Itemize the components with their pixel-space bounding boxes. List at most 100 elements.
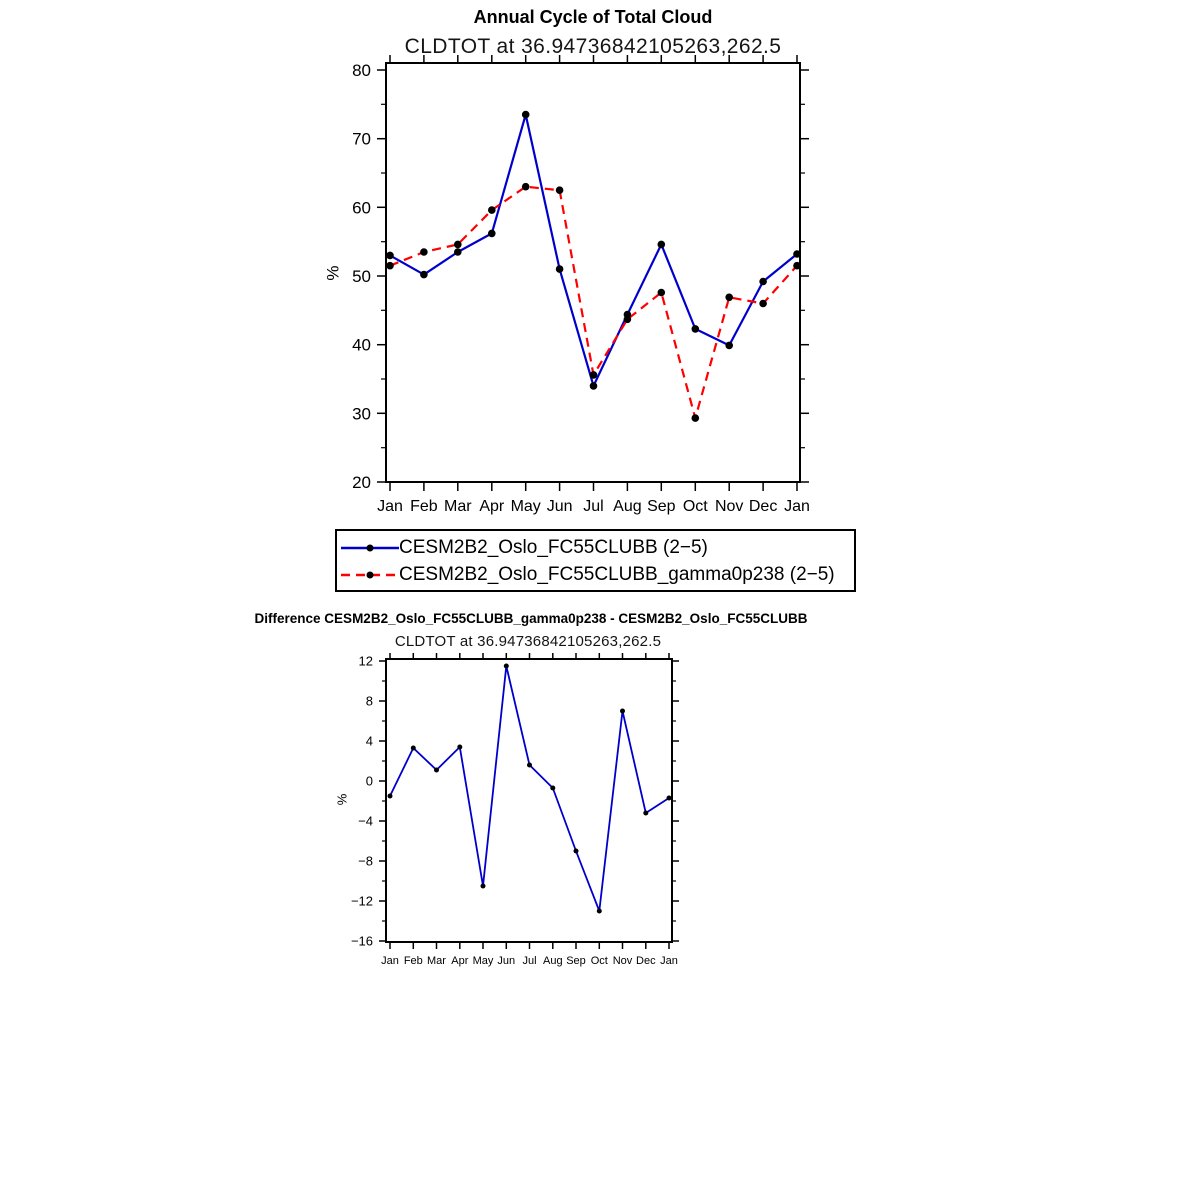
- data-point-marker: [521, 110, 530, 119]
- x-tick-label: Mar: [444, 498, 472, 515]
- data-point-marker: [573, 848, 579, 854]
- x-tick-label: Nov: [613, 955, 633, 967]
- x-tick-label: Sep: [647, 498, 676, 515]
- data-point-marker: [488, 206, 496, 214]
- x-tick-label: Jan: [377, 498, 403, 515]
- y-tick-label: 0: [366, 774, 373, 789]
- data-point-marker: [420, 248, 428, 256]
- top-plot-canvas: 20 30 40 50 60 70 80 Jan Feb Mar Apr May Jun Jul Aug Se…: [352, 55, 810, 515]
- data-point-marker: [457, 744, 463, 750]
- legend-item-series1: CESM2B2_Oslo_FC55CLUBB (2−5): [341, 534, 854, 561]
- x-tick-label: Feb: [410, 498, 438, 515]
- data-point-marker: [488, 229, 496, 238]
- y-tick-label: 50: [352, 267, 371, 286]
- y-tick-label: 80: [352, 61, 371, 80]
- x-tick-label: Jan: [660, 955, 678, 967]
- x-tick-label: Jun: [547, 498, 573, 515]
- data-point-marker: [454, 240, 462, 249]
- top-chart-y-axis-label: %: [323, 265, 343, 281]
- x-tick-label: Jun: [497, 955, 515, 967]
- data-point-marker: [420, 270, 428, 279]
- x-tick-label: Jul: [583, 498, 603, 515]
- y-tick-label: 12: [359, 654, 373, 669]
- data-point-marker: [596, 908, 602, 914]
- x-tick-label: Oct: [683, 498, 708, 515]
- data-point-marker: [387, 793, 393, 799]
- y-tick-label: 60: [352, 198, 371, 217]
- x-tick-label: Dec: [636, 955, 656, 967]
- x-tick-label: Apr: [451, 955, 468, 967]
- y-tick-label: −4: [358, 814, 373, 829]
- legend-line-sample-dashed: [341, 571, 399, 578]
- data-point-marker: [454, 248, 462, 256]
- plot-frame: [385, 62, 801, 483]
- data-point-marker: [620, 708, 625, 714]
- y-tick-label: 4: [366, 734, 373, 749]
- legend-item-series2: CESM2B2_Oslo_FC55CLUBB_gamma0p238 (2−5): [341, 561, 854, 588]
- x-tick-label: Dec: [749, 498, 777, 515]
- difference-chart-title: Difference CESM2B2_Oslo_FC55CLUBB_gamma0…: [254, 611, 808, 626]
- difference-plot-canvas: −16 −12 −8 −4 0 4 8 12 Jan Feb Mar Apr May Jun Jul Aug S…: [351, 653, 679, 967]
- plot-frame: [385, 658, 673, 943]
- data-point-marker: [691, 325, 700, 333]
- data-point-marker: [725, 293, 733, 302]
- data-point-marker: [410, 745, 416, 751]
- series-line: [389, 113, 798, 387]
- data-point-marker: [434, 767, 439, 773]
- data-point-marker: [793, 250, 801, 258]
- data-point-marker: [589, 382, 598, 390]
- x-tick-label: Oct: [591, 955, 608, 967]
- data-point-marker: [555, 265, 564, 273]
- data-point-marker: [793, 261, 801, 270]
- data-point-marker: [503, 663, 509, 669]
- y-tick-label: 8: [366, 694, 373, 709]
- top-chart-subtitle: CLDTOT at 36.94736842105263,262.5: [404, 35, 782, 58]
- x-tick-label: Sep: [566, 955, 586, 967]
- x-tick-label: Apr: [479, 498, 505, 515]
- data-point-marker: [527, 762, 532, 768]
- legend-label-series1: CESM2B2_Oslo_FC55CLUBB (2−5): [399, 536, 708, 558]
- data-point-marker: [589, 371, 598, 379]
- y-tick-label: −12: [351, 894, 373, 909]
- y-tick-label: 20: [352, 473, 371, 492]
- data-point-marker: [691, 414, 700, 422]
- difference-chart-y-axis-label: %: [334, 793, 350, 806]
- y-tick-label: 40: [352, 336, 371, 355]
- x-tick-label: May: [511, 498, 541, 515]
- legend-box: CESM2B2_Oslo_FC55CLUBB (2−5) CESM2B2_Osl…: [335, 529, 856, 592]
- legend-label-series2: CESM2B2_Oslo_FC55CLUBB_gamma0p238 (2−5): [399, 563, 835, 585]
- data-point-marker: [643, 810, 649, 816]
- x-tick-label: Aug: [543, 955, 563, 967]
- x-tick-label: Jan: [784, 498, 810, 515]
- data-point-marker: [623, 315, 632, 324]
- x-tick-label: Nov: [715, 498, 743, 515]
- data-point-marker: [657, 240, 666, 249]
- legend-marker: [366, 571, 374, 578]
- y-tick-label: 70: [352, 130, 371, 149]
- data-point-marker: [725, 341, 733, 350]
- data-point-marker: [555, 186, 564, 194]
- x-tick-label: Aug: [613, 498, 641, 515]
- data-point-marker: [521, 182, 530, 191]
- data-point-marker: [386, 251, 394, 260]
- x-tick-label: Mar: [427, 955, 446, 967]
- y-tick-label: −8: [358, 854, 373, 869]
- x-tick-label: May: [473, 955, 494, 967]
- data-point-marker: [759, 299, 767, 308]
- data-point-marker: [480, 883, 486, 889]
- data-point-marker: [386, 261, 394, 270]
- top-chart-title: Annual Cycle of Total Cloud: [473, 7, 713, 27]
- x-tick-label: Jul: [522, 955, 536, 967]
- x-tick-label: Jan: [381, 955, 399, 967]
- difference-chart-subtitle: CLDTOT at 36.94736842105263,262.5: [394, 633, 662, 650]
- x-tick-label: Feb: [404, 955, 423, 967]
- y-tick-label: 30: [352, 404, 371, 423]
- data-point-marker: [759, 277, 767, 286]
- legend-line-sample-solid: [341, 544, 399, 551]
- data-point-marker: [657, 288, 666, 297]
- series-line: [389, 665, 670, 912]
- data-point-marker: [666, 795, 672, 801]
- legend-marker: [366, 544, 374, 551]
- data-point-marker: [550, 785, 556, 791]
